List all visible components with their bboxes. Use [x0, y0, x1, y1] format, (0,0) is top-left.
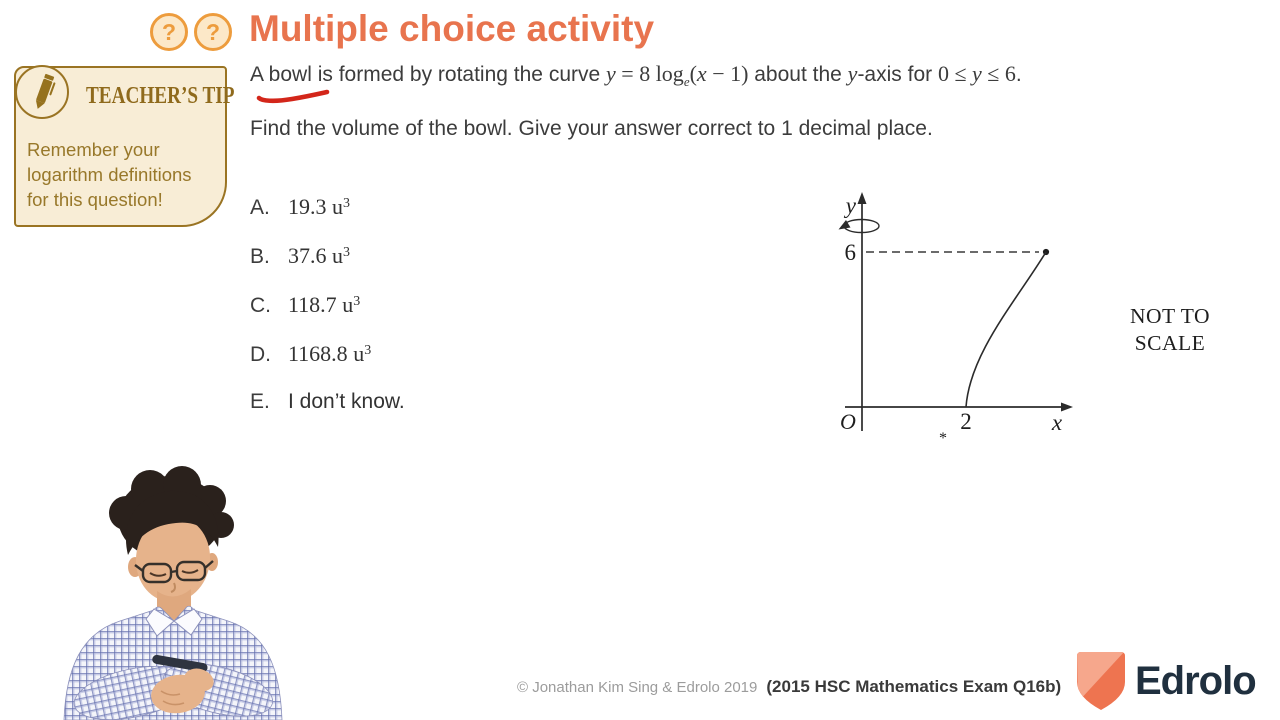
brand-name: Edrolo — [1135, 659, 1257, 703]
question-icon: ? — [150, 13, 188, 51]
collar — [173, 608, 203, 636]
y-axis-label: y — [844, 193, 857, 218]
option-b[interactable]: B. 37.6 u3 — [250, 243, 405, 268]
footer: © Jonathan Kim Sing & Edrolo 2019 (2015 … — [517, 677, 1061, 697]
question-mark-icons: ? ? — [150, 13, 232, 51]
option-value: 19.3 u3 — [288, 194, 350, 219]
y-axis-arrow — [857, 192, 867, 204]
not-to-scale-note: NOT TO SCALE — [1118, 303, 1222, 357]
glasses-icon — [134, 560, 214, 584]
option-value: 118.7 u3 — [288, 292, 361, 317]
options-list: A. 19.3 u3 B. 37.6 u3 C. 118.7 u3 D. 116… — [250, 194, 405, 439]
option-d[interactable]: D. 1168.8 u3 — [250, 341, 405, 366]
tip-line: for this question! — [27, 189, 163, 210]
origin-label: O — [840, 409, 856, 434]
option-label: E. — [250, 390, 270, 413]
eye — [181, 569, 199, 574]
tip-line: logarithm definitions — [27, 164, 192, 185]
math-x: x — [696, 61, 707, 86]
hands — [184, 668, 214, 692]
option-e[interactable]: E. I don’t know. — [250, 390, 405, 413]
option-label: B. — [250, 245, 270, 268]
note-line: SCALE — [1134, 331, 1206, 355]
page-title: Multiple choice activity — [249, 8, 655, 49]
question-line-2: Find the volume of the bowl. Give your a… — [250, 117, 933, 140]
rotation-arrowhead — [838, 220, 851, 230]
math-y: y — [847, 61, 858, 86]
option-a[interactable]: A. 19.3 u3 — [250, 194, 405, 219]
question-icon: ? — [194, 13, 232, 51]
red-asterisk-annotation: * — [939, 430, 947, 447]
teachers-tip-heading: TEACHER’S TIP — [86, 83, 235, 109]
math-y: y — [606, 61, 616, 86]
question-text: about the — [748, 63, 848, 86]
math-inequality: 0 ≤ — [937, 61, 973, 86]
copyright-text: © Jonathan Kim Sing & Edrolo 2019 — [517, 679, 758, 696]
x-axis-label: x — [1051, 410, 1063, 435]
option-value: I don’t know. — [288, 390, 405, 413]
option-value: 37.6 u3 — [288, 243, 350, 268]
math-subscript-e: e — [683, 74, 690, 89]
tip-line: Remember your — [27, 139, 160, 160]
option-c[interactable]: C. 118.7 u3 — [250, 292, 405, 317]
question-line-1: A bowl is formed by rotating the curve y… — [250, 61, 1022, 90]
pen — [152, 654, 208, 673]
collar — [145, 608, 175, 637]
exam-source-reference: (2015 HSC Mathematics Exam Q16b) — [766, 677, 1062, 696]
nose — [170, 582, 176, 593]
rotation-volume-graph: y 6 O 2 x * — [838, 192, 1073, 447]
edrolo-shield-icon — [1077, 652, 1125, 710]
x-axis-arrow — [1061, 402, 1073, 412]
presenter-photo — [63, 466, 283, 720]
y-tick-6: 6 — [845, 240, 857, 265]
option-label: A. — [250, 196, 270, 219]
option-label: C. — [250, 294, 271, 317]
question-text: . — [1015, 63, 1022, 86]
teachers-tip-text: Remember your logarithm definitions for … — [27, 137, 222, 212]
math-paren: ( — [689, 61, 697, 86]
math-equation: = 8 log — [615, 61, 684, 86]
option-value: 1168.8 u3 — [288, 341, 372, 366]
math-inequality: ≤ 6 — [981, 61, 1016, 86]
edrolo-logo: Edrolo — [1077, 652, 1257, 710]
red-underline-annotation — [256, 89, 330, 104]
eye — [149, 572, 167, 577]
hair-front — [125, 490, 219, 555]
pen-icon — [15, 65, 69, 119]
question-text: -axis for — [857, 63, 938, 86]
question-text: A bowl is formed by rotating the curve — [250, 63, 607, 86]
option-label: D. — [250, 343, 271, 366]
log-curve — [965, 251, 1047, 408]
fingers — [160, 690, 185, 706]
math-y: y — [972, 61, 982, 86]
math-paren: − 1) — [706, 61, 749, 86]
note-line: NOT TO — [1129, 304, 1211, 328]
x-tick-2: 2 — [960, 409, 972, 434]
